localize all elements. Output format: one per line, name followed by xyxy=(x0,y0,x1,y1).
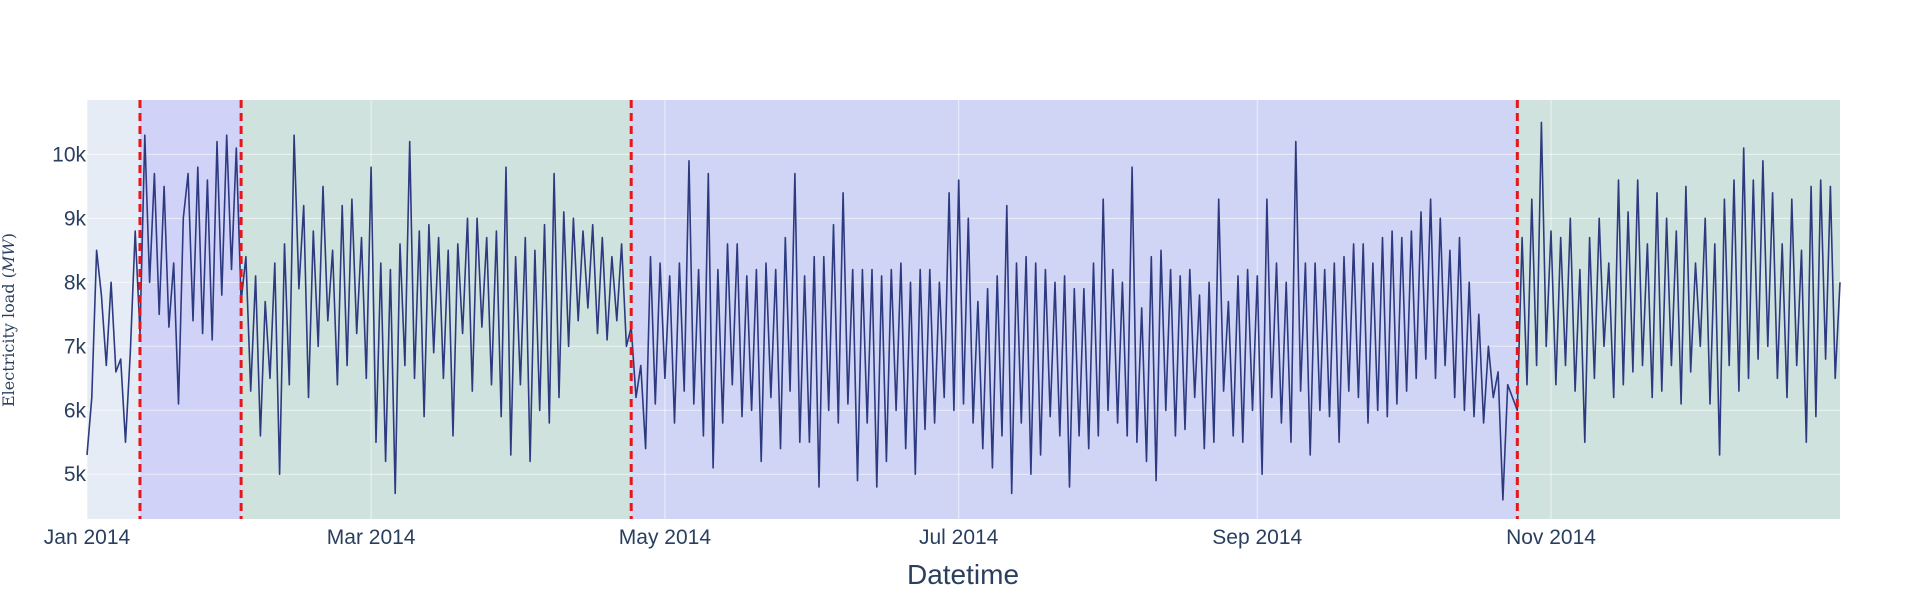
y-tick-label-2: 6k xyxy=(64,399,87,422)
x-tick-label-6: Nov 2014 xyxy=(1506,526,1596,549)
y-tick-label-5: 9k xyxy=(64,207,87,230)
x-tick-label-3: May 2014 xyxy=(619,526,712,549)
x-tick-label-2: Mar 2014 xyxy=(327,526,416,549)
y-axis-title-text: Electricity load ( xyxy=(0,272,18,407)
y-tick-label-1: 5k xyxy=(64,463,87,486)
regime-regions xyxy=(87,100,1840,519)
changepoint-lines xyxy=(138,100,1519,519)
x-tick-label-5: Sep 2014 xyxy=(1212,526,1302,549)
y-tick-label-6: 10k xyxy=(52,143,86,166)
regime-region-1 xyxy=(87,100,140,519)
y-axis-title: Electricity load (MW) xyxy=(0,233,18,407)
load-line-1 xyxy=(86,121,1841,501)
y-axis-title-unit: MW xyxy=(0,238,18,273)
y-tick-label-4: 8k xyxy=(64,271,87,294)
x-tick-label-1: Jan 2014 xyxy=(44,526,131,549)
regime-region-2 xyxy=(139,100,242,519)
x-tick-label-4: Jul 2014 xyxy=(919,526,999,549)
y-axis-ticks: 5k 6k 7k 8k 9k 10k xyxy=(52,143,86,486)
load-series xyxy=(86,121,1841,501)
x-axis-ticks: Jan 2014 Mar 2014 May 2014 Jul 2014 Sep 2014… xyxy=(44,526,1597,549)
y-tick-label-3: 7k xyxy=(64,335,87,358)
y-axis-title-close: ) xyxy=(0,233,18,239)
x-axis-title: Datetime xyxy=(907,559,1019,590)
